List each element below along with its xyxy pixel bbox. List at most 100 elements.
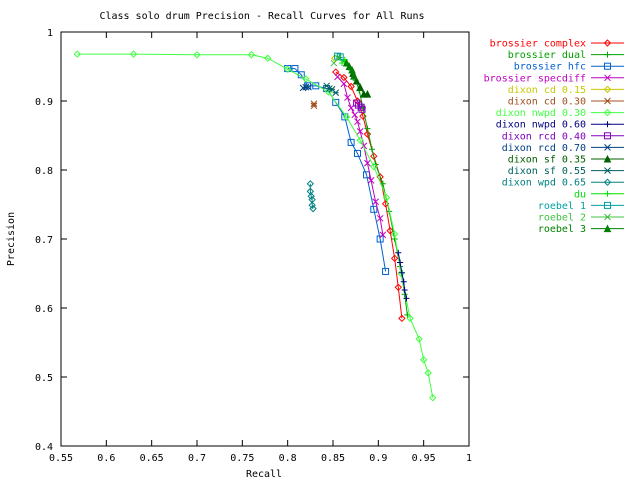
series-11 bbox=[323, 82, 340, 97]
series-0-point-1 bbox=[340, 73, 348, 82]
series-6-point-17 bbox=[424, 369, 432, 377]
series-0-point-2 bbox=[347, 82, 355, 91]
series-10-point-2 bbox=[356, 83, 365, 91]
series-0-point-10 bbox=[390, 254, 399, 263]
x-tick-label-1: 0.6 bbox=[97, 453, 115, 464]
legend-label-10: dixon sf 0.35 bbox=[508, 155, 586, 166]
series-10-point-4 bbox=[363, 89, 372, 98]
series-0-point-5 bbox=[363, 130, 372, 138]
series-3-point-6 bbox=[356, 128, 364, 135]
series-5-point-1 bbox=[310, 100, 318, 108]
series-0-point-9 bbox=[386, 227, 394, 235]
legend-label-11: dixon sf 0.55 bbox=[508, 166, 586, 177]
legend-marker-0 bbox=[603, 39, 612, 47]
y-axis-label: Precision bbox=[6, 212, 17, 266]
series-6-point-6 bbox=[302, 75, 310, 83]
legend-marker-14 bbox=[604, 201, 611, 209]
series-6-point-2 bbox=[193, 51, 201, 59]
x-axis-label: Recall bbox=[246, 469, 282, 480]
series-line-6 bbox=[77, 53, 434, 398]
series-7-point-0 bbox=[395, 249, 402, 256]
series-6-point-3 bbox=[247, 51, 256, 59]
series-3-point-12 bbox=[379, 231, 387, 239]
series-layer bbox=[73, 50, 437, 402]
series-7 bbox=[395, 249, 410, 302]
axis-ticks: 0.55 0.6 0.65 0.7 0.75 0.8 0.85 0.9 0.95 1 0.4 0.5 0… bbox=[35, 28, 472, 464]
legend-label-1: brossier dual bbox=[508, 50, 586, 61]
series-8-point-0 bbox=[353, 99, 361, 107]
series-12-point-4 bbox=[308, 201, 316, 209]
series-7-point-4 bbox=[401, 287, 408, 294]
legend-label-0: brossier complex bbox=[490, 39, 586, 50]
series-3-point-4 bbox=[351, 111, 359, 119]
legend-label-7: dixon nwpd 0.60 bbox=[496, 120, 586, 131]
legend-marker-2 bbox=[604, 62, 611, 70]
legend-marker-5 bbox=[604, 97, 611, 105]
series-1-point-8 bbox=[372, 161, 379, 168]
x-tick-label-8: 0.95 bbox=[412, 453, 436, 464]
series-6-point-1 bbox=[129, 50, 138, 58]
x-tick-label-5: 0.8 bbox=[279, 453, 297, 464]
series-1-point-6 bbox=[364, 125, 371, 132]
series-6 bbox=[73, 50, 437, 402]
legend-marker-4 bbox=[603, 85, 612, 94]
series-7-point-2 bbox=[398, 269, 405, 276]
y-tick-label-6: 1 bbox=[47, 28, 53, 39]
series-16 bbox=[342, 58, 358, 80]
y-tick-label-5: 0.9 bbox=[35, 97, 53, 108]
legend-label-13: du bbox=[574, 189, 586, 200]
series-1 bbox=[336, 54, 411, 318]
series-16-point-2 bbox=[348, 65, 356, 74]
series-11-point-3 bbox=[332, 89, 340, 97]
legend-marker-6 bbox=[603, 108, 612, 117]
series-7-point-5 bbox=[403, 295, 410, 302]
series-6-point-11 bbox=[382, 193, 391, 202]
legend-marker-13 bbox=[604, 190, 611, 197]
series-2-point-12 bbox=[376, 235, 384, 243]
y-tick-label-4: 0.8 bbox=[35, 166, 53, 177]
x-tick-label-9: 1 bbox=[466, 453, 472, 464]
series-3-point-10 bbox=[372, 198, 379, 206]
series-10 bbox=[349, 69, 372, 98]
series-8 bbox=[353, 99, 366, 113]
series-3-point-8 bbox=[364, 159, 371, 167]
series-8-point-3 bbox=[358, 105, 366, 113]
legend-marker-1 bbox=[604, 51, 611, 58]
series-9-point-2 bbox=[305, 83, 312, 91]
legend-marker-8 bbox=[604, 132, 611, 140]
legend-label-8: dixon rcd 0.40 bbox=[502, 131, 586, 142]
series-3-point-0 bbox=[334, 73, 341, 81]
y-tick-label-2: 0.6 bbox=[35, 304, 53, 315]
plot-area bbox=[60, 31, 470, 447]
series-6-point-5 bbox=[283, 65, 292, 73]
series-0-point-12 bbox=[398, 314, 406, 323]
y-tick-label-0: 0.4 bbox=[35, 442, 53, 453]
series-6-point-9 bbox=[356, 136, 364, 145]
series-16-point-3 bbox=[350, 72, 358, 80]
series-9 bbox=[299, 83, 312, 92]
legend-marker-11 bbox=[604, 167, 611, 174]
series-0 bbox=[332, 68, 406, 323]
series-3-point-5 bbox=[354, 118, 361, 126]
series-12-point-2 bbox=[307, 192, 315, 200]
y-tick-label-3: 0.7 bbox=[35, 235, 53, 246]
legend-label-9: dixon rcd 0.70 bbox=[502, 143, 586, 154]
legend-label-15: roebel 2 bbox=[538, 213, 586, 224]
series-6-point-12 bbox=[390, 230, 399, 238]
legend-marker-7 bbox=[604, 121, 611, 128]
legend-label-14: roebel 1 bbox=[538, 201, 586, 212]
legend-marker-3 bbox=[604, 74, 611, 82]
series-0-point-11 bbox=[394, 283, 402, 292]
series-15 bbox=[330, 54, 342, 67]
legend-label-6: dixon nwpd 0.30 bbox=[496, 108, 586, 119]
series-8-point-2 bbox=[357, 103, 365, 111]
series-2-point-9 bbox=[353, 149, 361, 157]
series-7-point-1 bbox=[397, 259, 404, 266]
series-2-point-11 bbox=[370, 205, 378, 213]
series-12-point-0 bbox=[306, 180, 315, 188]
series-1-point-7 bbox=[368, 146, 375, 153]
series-2-point-4 bbox=[312, 82, 320, 90]
x-tick-label-7: 0.9 bbox=[369, 453, 387, 464]
